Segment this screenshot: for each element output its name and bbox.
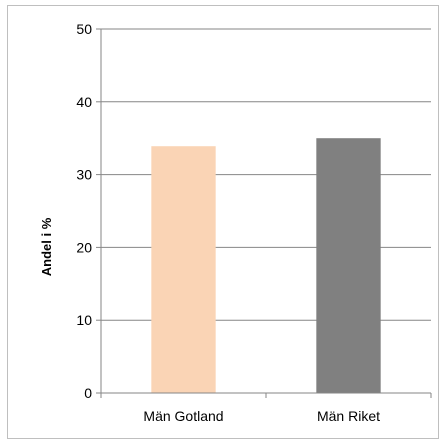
y-tick-label: 30 bbox=[76, 167, 92, 183]
y-tick-label: 20 bbox=[76, 239, 92, 255]
bar-0 bbox=[151, 146, 216, 393]
y-tick-labels: 0 10 20 30 40 50 bbox=[76, 21, 101, 401]
y-tick-label: 40 bbox=[76, 94, 92, 110]
gridlines bbox=[101, 28, 431, 321]
bars bbox=[151, 138, 381, 393]
x-tick-label: Män Riket bbox=[317, 408, 380, 424]
axes bbox=[100, 29, 431, 394]
y-tick-label: 0 bbox=[84, 385, 92, 401]
y-axis-label: Andel i % bbox=[39, 217, 54, 276]
bar-1 bbox=[316, 138, 381, 393]
x-tick-labels: Män Gotland Män Riket bbox=[100, 393, 432, 424]
x-tick-label: Män Gotland bbox=[143, 408, 223, 424]
y-tick-label: 10 bbox=[76, 312, 92, 328]
y-tick-label: 50 bbox=[76, 21, 92, 37]
